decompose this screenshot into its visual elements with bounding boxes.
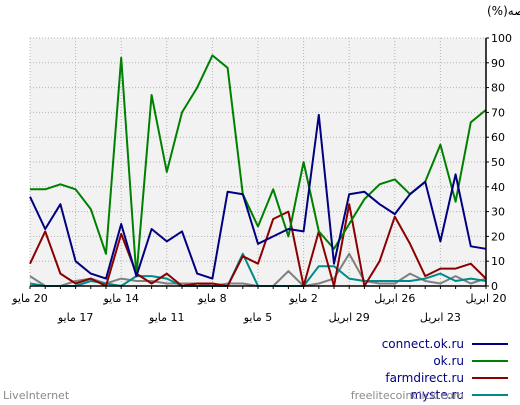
y-tick-label: 50 [491, 156, 505, 169]
x-tick-label: 29 ابريل [329, 311, 370, 324]
x-tick-label: 23 ابريل [420, 311, 461, 324]
footer-right-text: freelitecoinclick.com [351, 389, 464, 402]
legend-label: farmdirect.ru [385, 371, 464, 385]
x-tick-label: 2 مايو [288, 292, 317, 305]
legend-label: myste.ru [411, 388, 464, 402]
x-tick-label: 8 مايو [197, 292, 226, 305]
y-tick-label: 80 [491, 82, 505, 95]
x-tick-label: 14 مايو [102, 292, 138, 305]
x-tick-label: 20 مايو [11, 292, 47, 305]
legend: connect.ok.ruok.rufarmdirect.rumyste.ruf… [382, 337, 508, 402]
legend-label: connect.ok.ru [382, 337, 464, 351]
x-tick-label: 5 مايو [243, 311, 272, 324]
x-tick-label: 20 ابريل [465, 292, 506, 305]
y-tick-label: 40 [491, 181, 505, 194]
x-tick-label: 26 ابريل [374, 292, 415, 305]
y-tick-label: 10 [491, 255, 505, 268]
y-tick-label: 60 [491, 131, 505, 144]
y-tick-label: 20 [491, 230, 505, 243]
footer-left-text: LiveInternet [3, 389, 70, 402]
x-tick-labels: 20 ابريل 26 ابريل 2 مايو 8 مايو 14 مايو 20 ما… [11, 286, 507, 324]
y-axis-title: الحصه(%) [487, 4, 520, 18]
x-tick-label: 11 مايو [148, 311, 184, 324]
y-tick-label: 90 [491, 57, 505, 70]
y-tick-label: 70 [491, 106, 505, 119]
legend-label: ok.ru [433, 354, 464, 368]
y-tick-label: 100 [491, 32, 512, 45]
x-tick-label: 17 مايو [57, 311, 93, 324]
series-line-connect-ok-ru [29, 113, 487, 280]
y-tick-label: 30 [491, 206, 505, 219]
y-tick-label: 0 [491, 280, 498, 293]
y-tick-labels: 0 10 20 30 40 50 60 70 80 90 100 [486, 32, 512, 293]
